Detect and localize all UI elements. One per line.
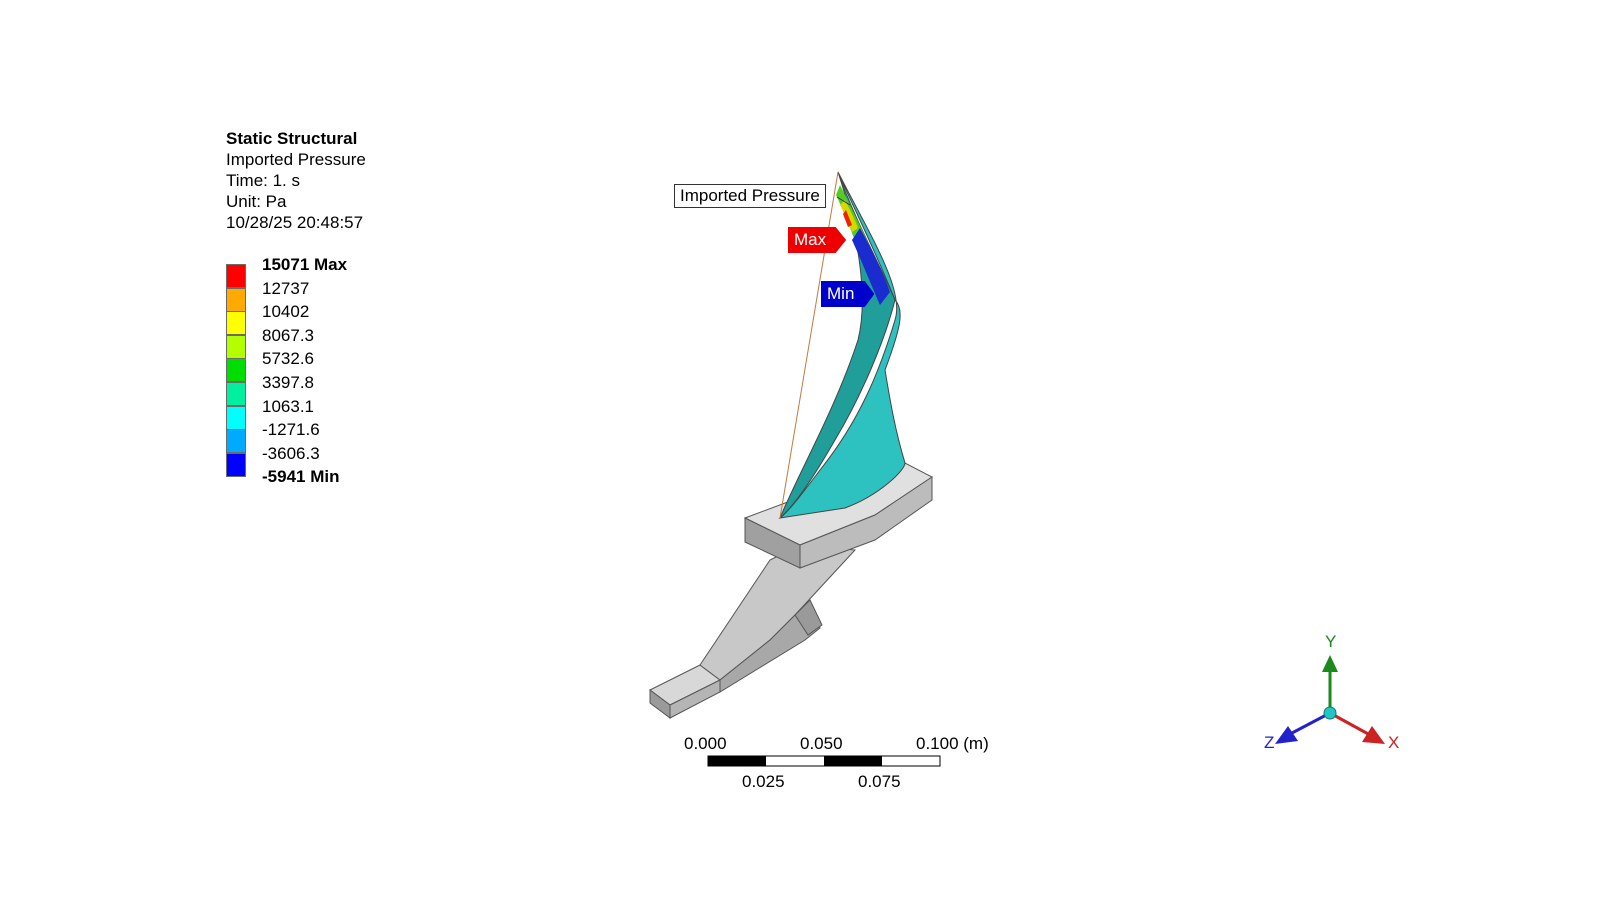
legend-label: 12737 (262, 278, 310, 298)
legend-label: -5941 Min (262, 467, 340, 487)
scale-segment-1 (708, 756, 766, 766)
legend-label: 10402 (262, 302, 310, 322)
scale-segment-3 (824, 756, 882, 766)
legend-swatch (226, 311, 246, 336)
strut-lower-step (794, 599, 823, 636)
result-info: Static Structural Imported Pressure Time… (226, 128, 366, 233)
probe-leader-line (836, 196, 851, 206)
blade-contour-yellow (840, 200, 858, 232)
strut-main (699, 544, 857, 681)
scale-label-075: 0.075 (858, 772, 901, 791)
legend-label: 15071 Max (262, 255, 348, 274)
blade-pressure-surface (778, 171, 906, 519)
legend-swatch (226, 452, 246, 477)
result-unit: Unit: Pa (226, 192, 287, 211)
x-axis-arrow (1362, 726, 1385, 744)
min-callout[interactable]: Min (821, 281, 875, 307)
legend-label: -1271.6 (262, 420, 320, 440)
scale-label-050: 0.050 (800, 734, 843, 753)
legend-swatch (226, 429, 246, 454)
triad-origin (1323, 706, 1337, 720)
z-axis-label: Z (1264, 733, 1275, 752)
scale-label-100: 0.100 (m) (916, 734, 989, 753)
platform-side (799, 476, 933, 569)
result-name: Imported Pressure (226, 150, 366, 169)
analysis-title: Static Structural (226, 129, 358, 148)
blade-contour-red (843, 210, 852, 227)
legend-label: 5732.6 (262, 349, 314, 369)
scale-label-025: 0.025 (742, 772, 785, 791)
z-axis-arrow (1275, 726, 1298, 744)
result-timestamp: 10/28/25 20:48:57 (226, 213, 364, 232)
legend-swatch (226, 334, 246, 359)
axis-triad[interactable] (1275, 655, 1385, 744)
x-axis-label: X (1388, 733, 1400, 752)
legend-swatch (226, 264, 246, 288)
y-axis-label: Y (1325, 632, 1337, 651)
blade-contour-blue (852, 228, 890, 305)
legend-swatch (226, 381, 246, 406)
legend-swatch (226, 287, 246, 312)
y-axis-arrow (1322, 655, 1338, 672)
legend-label: 1063.1 (262, 396, 314, 416)
legend-label: -3606.3 (262, 443, 320, 463)
max-callout[interactable]: Max (788, 227, 847, 253)
probe-callout[interactable]: Imported Pressure (674, 184, 826, 208)
result-time: Time: 1. s (226, 171, 300, 190)
legend-swatch (226, 358, 246, 383)
legend-label: 3397.8 (262, 372, 314, 392)
scale-label-0: 0.000 (684, 734, 727, 753)
legend-label: 8067.3 (262, 325, 314, 345)
scale-bar (707, 755, 941, 767)
legend-swatch (226, 405, 246, 430)
